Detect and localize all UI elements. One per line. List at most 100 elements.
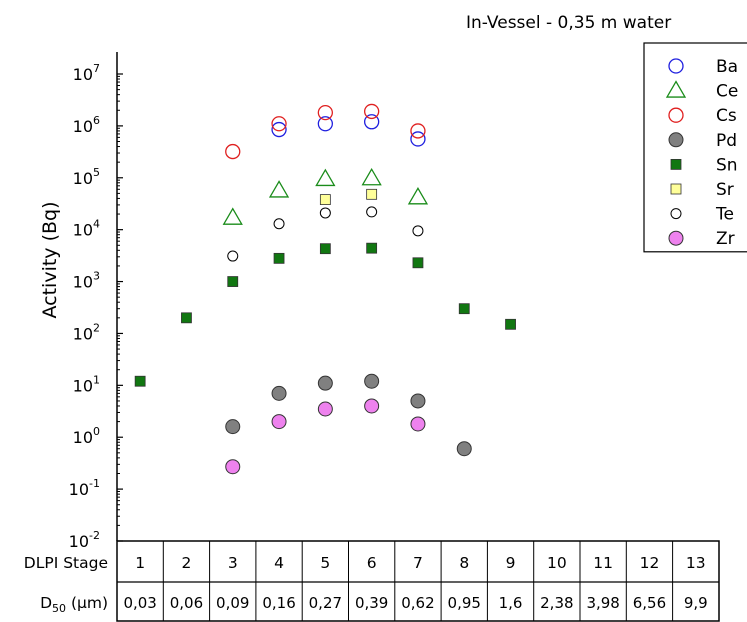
y-tick-label: 100 — [73, 425, 100, 447]
stage-cell: 7 — [413, 554, 423, 572]
table-border — [116, 540, 720, 622]
data-point-te — [412, 225, 424, 237]
data-point-sn — [134, 375, 146, 387]
legend-label: Te — [715, 205, 734, 225]
legend-label: Pd — [716, 131, 737, 151]
data-point-ba — [271, 121, 287, 138]
y-tick-label: 103 — [73, 270, 100, 292]
data-point-ba — [363, 114, 380, 130]
data-point-ce — [222, 207, 243, 225]
y-tick-label: 10-1 — [69, 477, 100, 499]
d50-cell: 0,16 — [262, 594, 295, 612]
d50-cell: 0,39 — [355, 594, 388, 612]
data-point-cs — [317, 104, 334, 121]
data-point-ba — [410, 131, 426, 147]
data-point-cs — [271, 116, 287, 132]
data-point-sn — [505, 318, 516, 330]
data-point-ce — [268, 180, 290, 198]
legend-marker-ba — [668, 58, 684, 74]
data-point-te — [227, 250, 239, 262]
stage-cell: 4 — [274, 554, 284, 572]
d50-cell: 1,6 — [499, 594, 523, 612]
legend-box — [643, 42, 747, 253]
chart-title: In-Vessel - 0,35 m water — [466, 13, 671, 33]
data-point-te — [366, 206, 378, 218]
d50-row-label: D50 (µm) — [40, 594, 108, 615]
data-point-sn — [366, 242, 378, 254]
d50-cell: 2,38 — [540, 594, 573, 612]
x-axis-table: DLPI Stage D50 (µm) 1 0,03 2 0,06 3 0,09 4 0,16 5 0… — [24, 540, 720, 622]
data-point-ce — [315, 168, 336, 187]
data-point-zr — [410, 416, 426, 432]
stage-cell: 9 — [506, 554, 516, 572]
data-points — [134, 103, 516, 475]
data-point-sn — [458, 303, 470, 315]
legend-label: Sn — [716, 155, 738, 175]
data-point-pd — [456, 441, 472, 457]
y-tick-label: 101 — [73, 373, 100, 395]
stage-cell: 11 — [593, 554, 613, 572]
y-tick-label: 105 — [73, 166, 100, 188]
data-point-cs — [225, 143, 241, 160]
legend-label: Cs — [716, 106, 737, 126]
legend-marker-cs — [668, 107, 684, 123]
d50-cell: 0,03 — [123, 594, 156, 612]
data-point-pd — [271, 385, 287, 401]
data-point-zr — [271, 414, 287, 430]
data-point-pd — [317, 375, 333, 391]
stage-cell: 1 — [135, 554, 145, 572]
legend-marker-ce — [665, 80, 687, 98]
data-point-sr — [366, 188, 378, 200]
legend-marker-te — [670, 208, 682, 220]
d50-cell: 0,27 — [309, 594, 342, 612]
data-point-zr — [364, 398, 380, 414]
d50-cell: 3,98 — [586, 594, 619, 612]
stage-cell: 5 — [320, 554, 330, 572]
data-point-te — [319, 207, 331, 219]
legend-marker-sr — [670, 183, 682, 195]
legend-label: Sr — [716, 180, 734, 200]
data-point-sn — [412, 257, 424, 269]
data-point-cs — [363, 103, 380, 120]
stage-cell: 2 — [182, 554, 192, 572]
y-tick-label: 104 — [73, 218, 100, 240]
data-point-zr — [225, 459, 241, 475]
legend-marker-zr — [668, 230, 684, 246]
d50-cell: 9,9 — [684, 594, 708, 612]
data-point-ce — [407, 187, 429, 205]
data-point-pd — [225, 419, 241, 435]
data-point-ba — [317, 116, 334, 132]
data-point-sn — [227, 276, 239, 287]
y-tick-label: 10-2 — [69, 529, 100, 551]
stage-cell: 3 — [228, 554, 238, 572]
stage-cell: 12 — [640, 554, 660, 572]
legend-marker-sn — [670, 158, 682, 170]
data-point-pd — [410, 393, 426, 409]
d50-cell: 0,62 — [401, 594, 434, 612]
y-axis-label: Activity (Bq) — [39, 201, 61, 318]
stage-row-label: DLPI Stage — [24, 554, 108, 572]
y-ticks: 10-2 10-1 100 101 102 103 104 105 106 107 — [69, 62, 123, 551]
legend-label: Ba — [716, 57, 738, 77]
data-point-pd — [364, 373, 380, 389]
data-point-sn — [319, 243, 331, 255]
stage-cell: 10 — [547, 554, 567, 572]
y-tick-label: 106 — [73, 114, 100, 136]
data-point-ce — [361, 167, 382, 186]
d50-cell: 0,95 — [448, 594, 481, 612]
data-point-cs — [410, 123, 426, 139]
data-point-te — [273, 218, 285, 230]
data-point-sr — [319, 194, 331, 205]
stage-cell: 8 — [459, 554, 469, 572]
data-point-sn — [273, 252, 285, 264]
legend-marker-pd — [668, 132, 684, 148]
y-tick-label: 107 — [73, 62, 100, 84]
d50-cell: 0,09 — [216, 594, 249, 612]
stage-cell: 13 — [686, 554, 706, 572]
legend-label: Ce — [716, 82, 738, 102]
legend-label: Zr — [716, 229, 735, 249]
d50-cell: 0,06 — [170, 594, 203, 612]
stage-cell: 6 — [367, 554, 377, 572]
data-point-sn — [181, 312, 192, 324]
